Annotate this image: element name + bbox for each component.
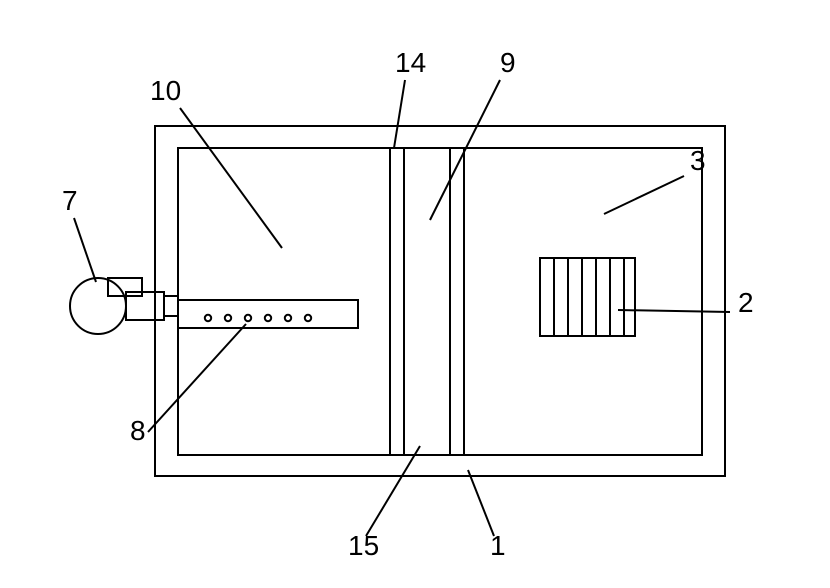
engineering-diagram: 14 9 10 3 7 2 8 15 1 bbox=[0, 0, 830, 588]
label-n15: 15 bbox=[348, 530, 379, 561]
label-n7: 7 bbox=[62, 185, 78, 216]
leader-n8 bbox=[148, 324, 246, 432]
tube-hole-5 bbox=[305, 315, 311, 321]
leader-n14 bbox=[394, 80, 405, 148]
leader-n10 bbox=[180, 108, 282, 248]
label-n8: 8 bbox=[130, 415, 146, 446]
tube-hole-0 bbox=[205, 315, 211, 321]
leader-n7 bbox=[74, 218, 96, 282]
blower-body bbox=[70, 278, 126, 334]
leader-n3 bbox=[604, 176, 684, 214]
blower-port bbox=[164, 296, 178, 316]
leader-n1 bbox=[468, 470, 494, 536]
label-n1: 1 bbox=[490, 530, 506, 561]
label-n10: 10 bbox=[150, 75, 181, 106]
tube-hole-4 bbox=[285, 315, 291, 321]
label-n14: 14 bbox=[395, 47, 426, 78]
label-n9: 9 bbox=[500, 47, 516, 78]
tube-hole-2 bbox=[245, 315, 251, 321]
label-n3: 3 bbox=[690, 145, 706, 176]
tube-hole-3 bbox=[265, 315, 271, 321]
label-n2: 2 bbox=[738, 287, 754, 318]
leader-n15 bbox=[366, 446, 420, 536]
tube-hole-1 bbox=[225, 315, 231, 321]
